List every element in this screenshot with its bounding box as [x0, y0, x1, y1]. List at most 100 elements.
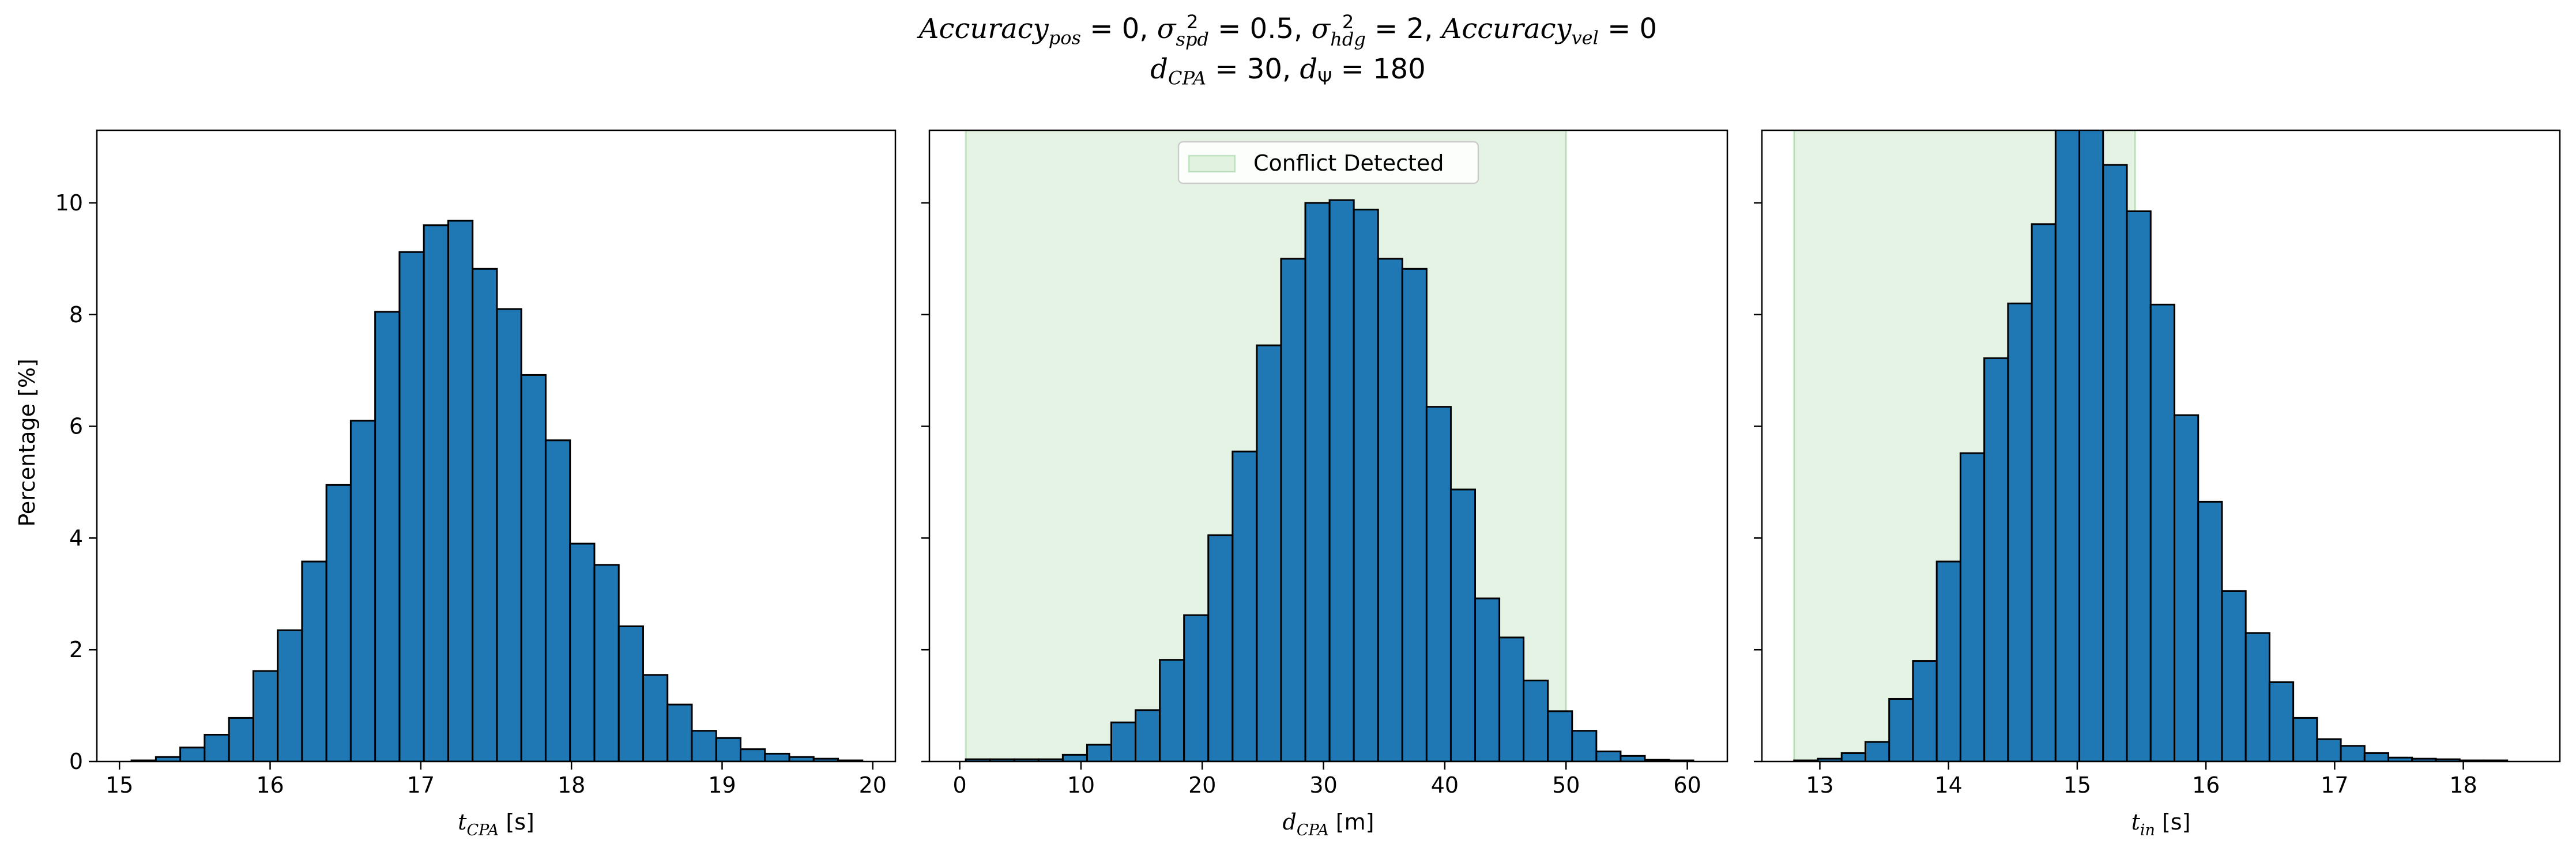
histogram-panel-3: 13 14 15 16 17 18 tin [s]: [1754, 129, 2561, 839]
histogram-bar: [325, 484, 352, 761]
x-axis-label: dCPA [m]: [1283, 809, 1374, 839]
y-tick-label: 2: [69, 637, 83, 662]
histogram-bar: [1935, 560, 1961, 761]
legend: Conflict Detected: [1177, 141, 1479, 184]
histogram-bar: [1595, 751, 1622, 761]
x-tick-label: 20: [1188, 772, 1216, 798]
histogram-bar: [374, 311, 401, 761]
title-accuracy-vel-sub: vel: [1571, 27, 1599, 49]
x-axis-label-subscript: in: [2140, 821, 2155, 839]
histogram-bar: [1280, 258, 1306, 761]
histogram-bar: [2149, 303, 2175, 761]
x-axis-label-unit: [s]: [499, 809, 534, 835]
title-sigma-spd-value: = 0.5,: [1208, 13, 1312, 45]
title-accuracy-vel-name: Accuracy: [1441, 13, 1572, 45]
histogram-bar: [1353, 209, 1379, 761]
histogram-panel-1: 15 16 17 18 19 20 0 2 4 6 8 10 tCPA [s]: [55, 129, 897, 839]
axes-frame: [96, 129, 897, 763]
x-axis-label-variable: t: [2131, 809, 2141, 835]
histogram-bar: [1912, 660, 1938, 761]
histogram-bar: [520, 374, 547, 761]
histogram-bar: [301, 560, 327, 761]
x-tick-label: 15: [106, 772, 133, 798]
x-axis-label-variable: t: [458, 809, 467, 835]
title-sigma-spd-sub: spd: [1176, 28, 1209, 50]
histogram-bar: [277, 629, 303, 761]
x-tick-label: 17: [407, 772, 435, 798]
x-axis-label-unit: [m]: [1329, 809, 1374, 835]
title-sigma-hdg-value: = 2,: [1365, 13, 1442, 45]
title-dpsi-sub: Ψ: [1317, 67, 1332, 89]
x-tick-label: 10: [1067, 772, 1095, 798]
x-axis-label: tin [s]: [2131, 809, 2191, 839]
histogram-bar: [1983, 357, 2009, 761]
histogram-bar: [544, 439, 571, 761]
histogram-bar: [1474, 597, 1501, 761]
x-tick-label: 17: [2321, 772, 2348, 798]
x-axis-label-subscript: CPA: [466, 821, 499, 839]
histogram-bar: [496, 308, 522, 761]
histogram-bar: [1061, 753, 1088, 761]
x-axis-label-subscript: CPA: [1297, 821, 1329, 839]
histogram-bar: [1110, 721, 1137, 761]
histogram-bar: [1840, 752, 1866, 761]
y-tick-label: 4: [69, 525, 83, 551]
histogram-bar: [179, 747, 206, 761]
histogram-bar: [1888, 698, 1914, 761]
x-tick-label: 60: [1673, 772, 1701, 798]
histogram-bar: [2173, 414, 2200, 761]
y-tick-label: 10: [55, 190, 83, 216]
y-tick-label: 0: [69, 749, 83, 774]
x-tick-label: 50: [1552, 772, 1580, 798]
histogram-bar: [2078, 130, 2104, 761]
histogram-bar: [2031, 223, 2057, 761]
histogram-bar: [2244, 632, 2270, 761]
histogram-bar: [715, 737, 741, 761]
title-dcpa-sub: CPA: [1168, 67, 1207, 89]
histogram-bar: [691, 730, 717, 761]
histogram-bar: [204, 733, 230, 761]
histogram-bar: [1377, 258, 1403, 761]
histogram-bar: [666, 703, 693, 761]
histogram-bar: [1256, 344, 1282, 761]
axes-frame: [1761, 129, 2561, 763]
plot-area: [1793, 130, 2509, 761]
histogram-bar: [1086, 744, 1113, 761]
legend-box: [1177, 141, 1479, 184]
axes-frame: [928, 129, 1728, 763]
x-axis-label: tCPA [s]: [458, 809, 534, 839]
x-tick-label: 18: [2449, 772, 2477, 798]
histogram-bar: [2197, 500, 2223, 761]
plot-area: [965, 130, 1694, 761]
histogram-bar: [569, 542, 596, 761]
x-tick-label: 19: [708, 772, 736, 798]
histogram-bar: [228, 717, 254, 761]
histogram-panel-2: 0 10 20 30 40 50 60 dCPA [m] Conflict Detected: [921, 129, 1728, 839]
histogram-bar: [1183, 614, 1210, 761]
x-tick-label: 0: [952, 772, 966, 798]
histogram-bar: [349, 420, 376, 761]
x-tick-label: 30: [1309, 772, 1337, 798]
histogram-bar: [2268, 681, 2295, 761]
title-dcpa-name: d: [1150, 53, 1168, 85]
histogram-bar: [1207, 534, 1234, 761]
histogram-bar: [1498, 636, 1525, 761]
title-sigma-hdg-sup: 2: [1342, 11, 1354, 33]
histogram-bar: [764, 752, 790, 761]
histogram-bar: [1571, 730, 1598, 761]
title-sigma-spd-symbol: σ: [1157, 13, 1176, 45]
histogram-bar: [423, 224, 449, 761]
x-tick-label: 40: [1431, 772, 1459, 798]
histogram-bar: [2126, 210, 2152, 761]
histogram-bar: [1328, 199, 1355, 761]
x-tick-label: 13: [1806, 772, 1833, 798]
x-axis-label-unit: [s]: [2155, 809, 2191, 835]
x-tick-label: 15: [2063, 772, 2091, 798]
title-accuracy-pos-name: Accuracy: [918, 13, 1049, 45]
histogram-bar: [398, 251, 425, 761]
histogram-bar: [2102, 164, 2128, 761]
x-tick-label: 20: [859, 772, 887, 798]
plot-area: [130, 220, 864, 761]
